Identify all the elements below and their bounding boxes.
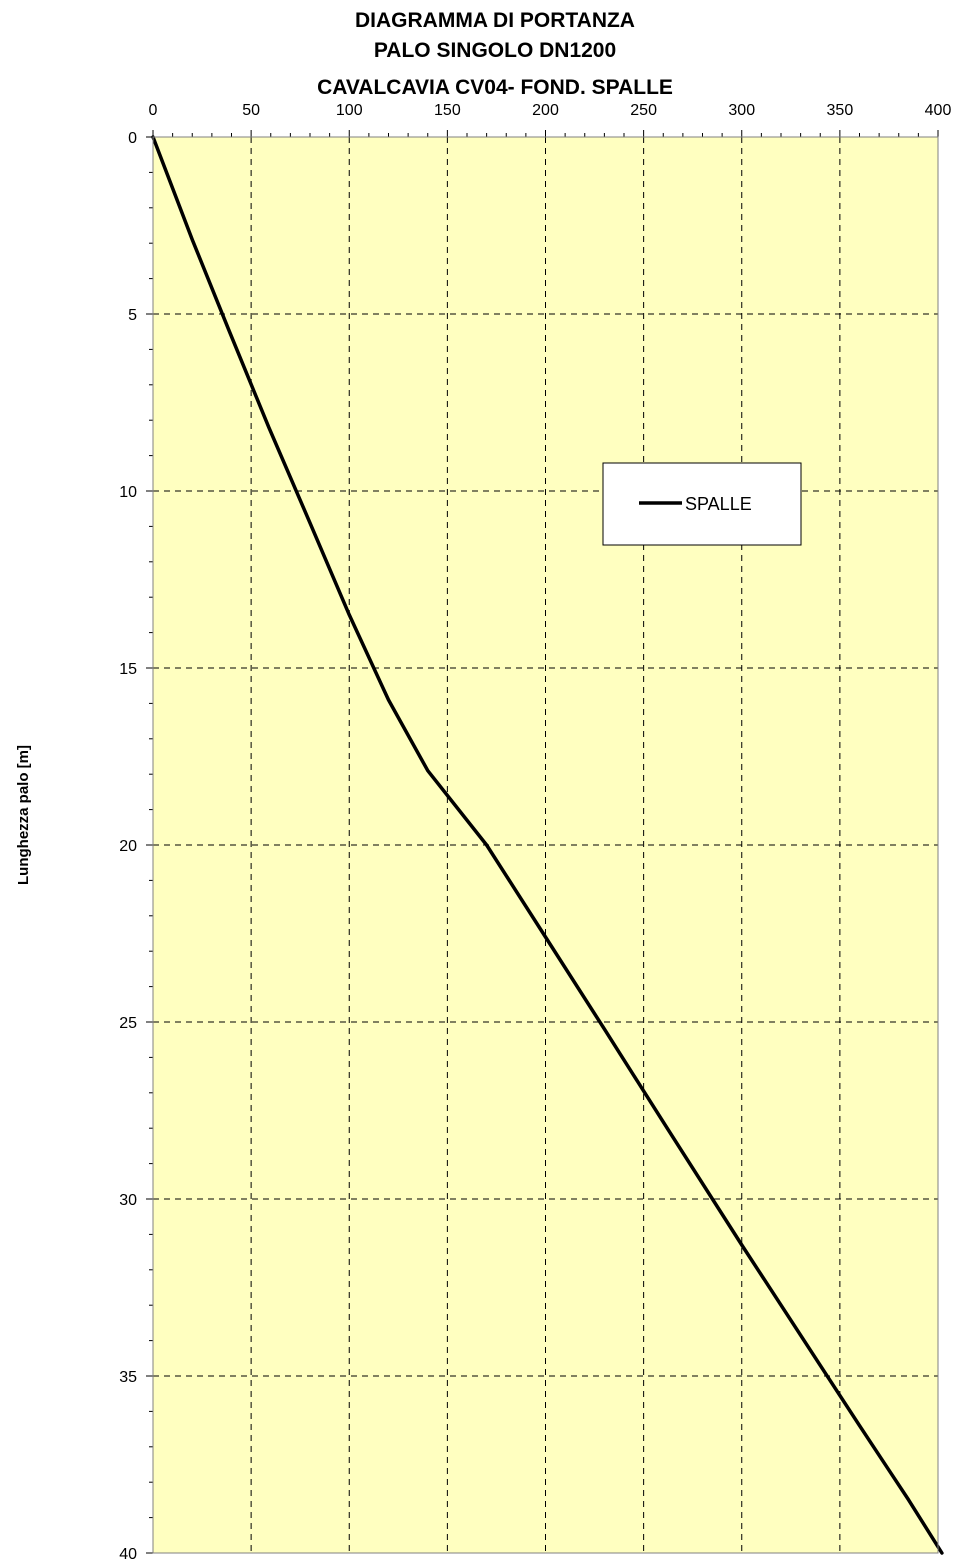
grid-lines <box>153 137 938 1553</box>
y-tick-label-7: 35 <box>119 1369 137 1386</box>
chart-title-line-3: CAVALCAVIA CV04- FOND. SPALLE <box>317 76 673 99</box>
x-tick-label-6: 300 <box>728 102 755 119</box>
x-tick-label-4: 200 <box>532 102 559 119</box>
legend: SPALLE <box>602 462 802 546</box>
y-tick-label-0: 0 <box>128 130 137 147</box>
y-tick-label-8: 40 <box>119 1546 137 1563</box>
y-axis-title: Lunghezza palo [m] <box>15 745 32 885</box>
chart-title-line-2: PALO SINGOLO DN1200 <box>374 39 616 62</box>
y-tick-label-4: 20 <box>119 838 137 855</box>
x-tick-label-5: 250 <box>630 102 657 119</box>
legend-label-spalle: SPALLE <box>685 494 752 514</box>
y-tick-label-3: 15 <box>119 661 137 678</box>
series-line-spalle <box>151 135 944 1555</box>
x-tick-label-2: 100 <box>336 102 363 119</box>
y-tick-label-6: 30 <box>119 1192 137 1209</box>
chart-title: DIAGRAMMA DI PORTANZA PALO SINGOLO DN120… <box>317 9 673 99</box>
plot-frame <box>152 136 939 1554</box>
y-axis-ticks: 0 5 10 15 20 25 30 35 40 <box>119 130 154 1563</box>
minor-ticks <box>149 133 919 1519</box>
y-tick-label-5: 25 <box>119 1015 137 1032</box>
chart-title-line-1: DIAGRAMMA DI PORTANZA <box>355 9 635 32</box>
y-tick-label-2: 10 <box>119 484 137 501</box>
x-tick-label-8: 400 <box>925 102 952 119</box>
legend-box <box>602 462 802 546</box>
x-axis-ticks: 0 50 100 150 200 250 300 350 400 <box>149 102 952 138</box>
x-tick-label-3: 150 <box>434 102 461 119</box>
x-tick-label-1: 50 <box>242 102 260 119</box>
x-tick-label-0: 0 <box>149 102 158 119</box>
y-tick-label-1: 5 <box>128 307 137 324</box>
x-tick-label-7: 350 <box>827 102 854 119</box>
